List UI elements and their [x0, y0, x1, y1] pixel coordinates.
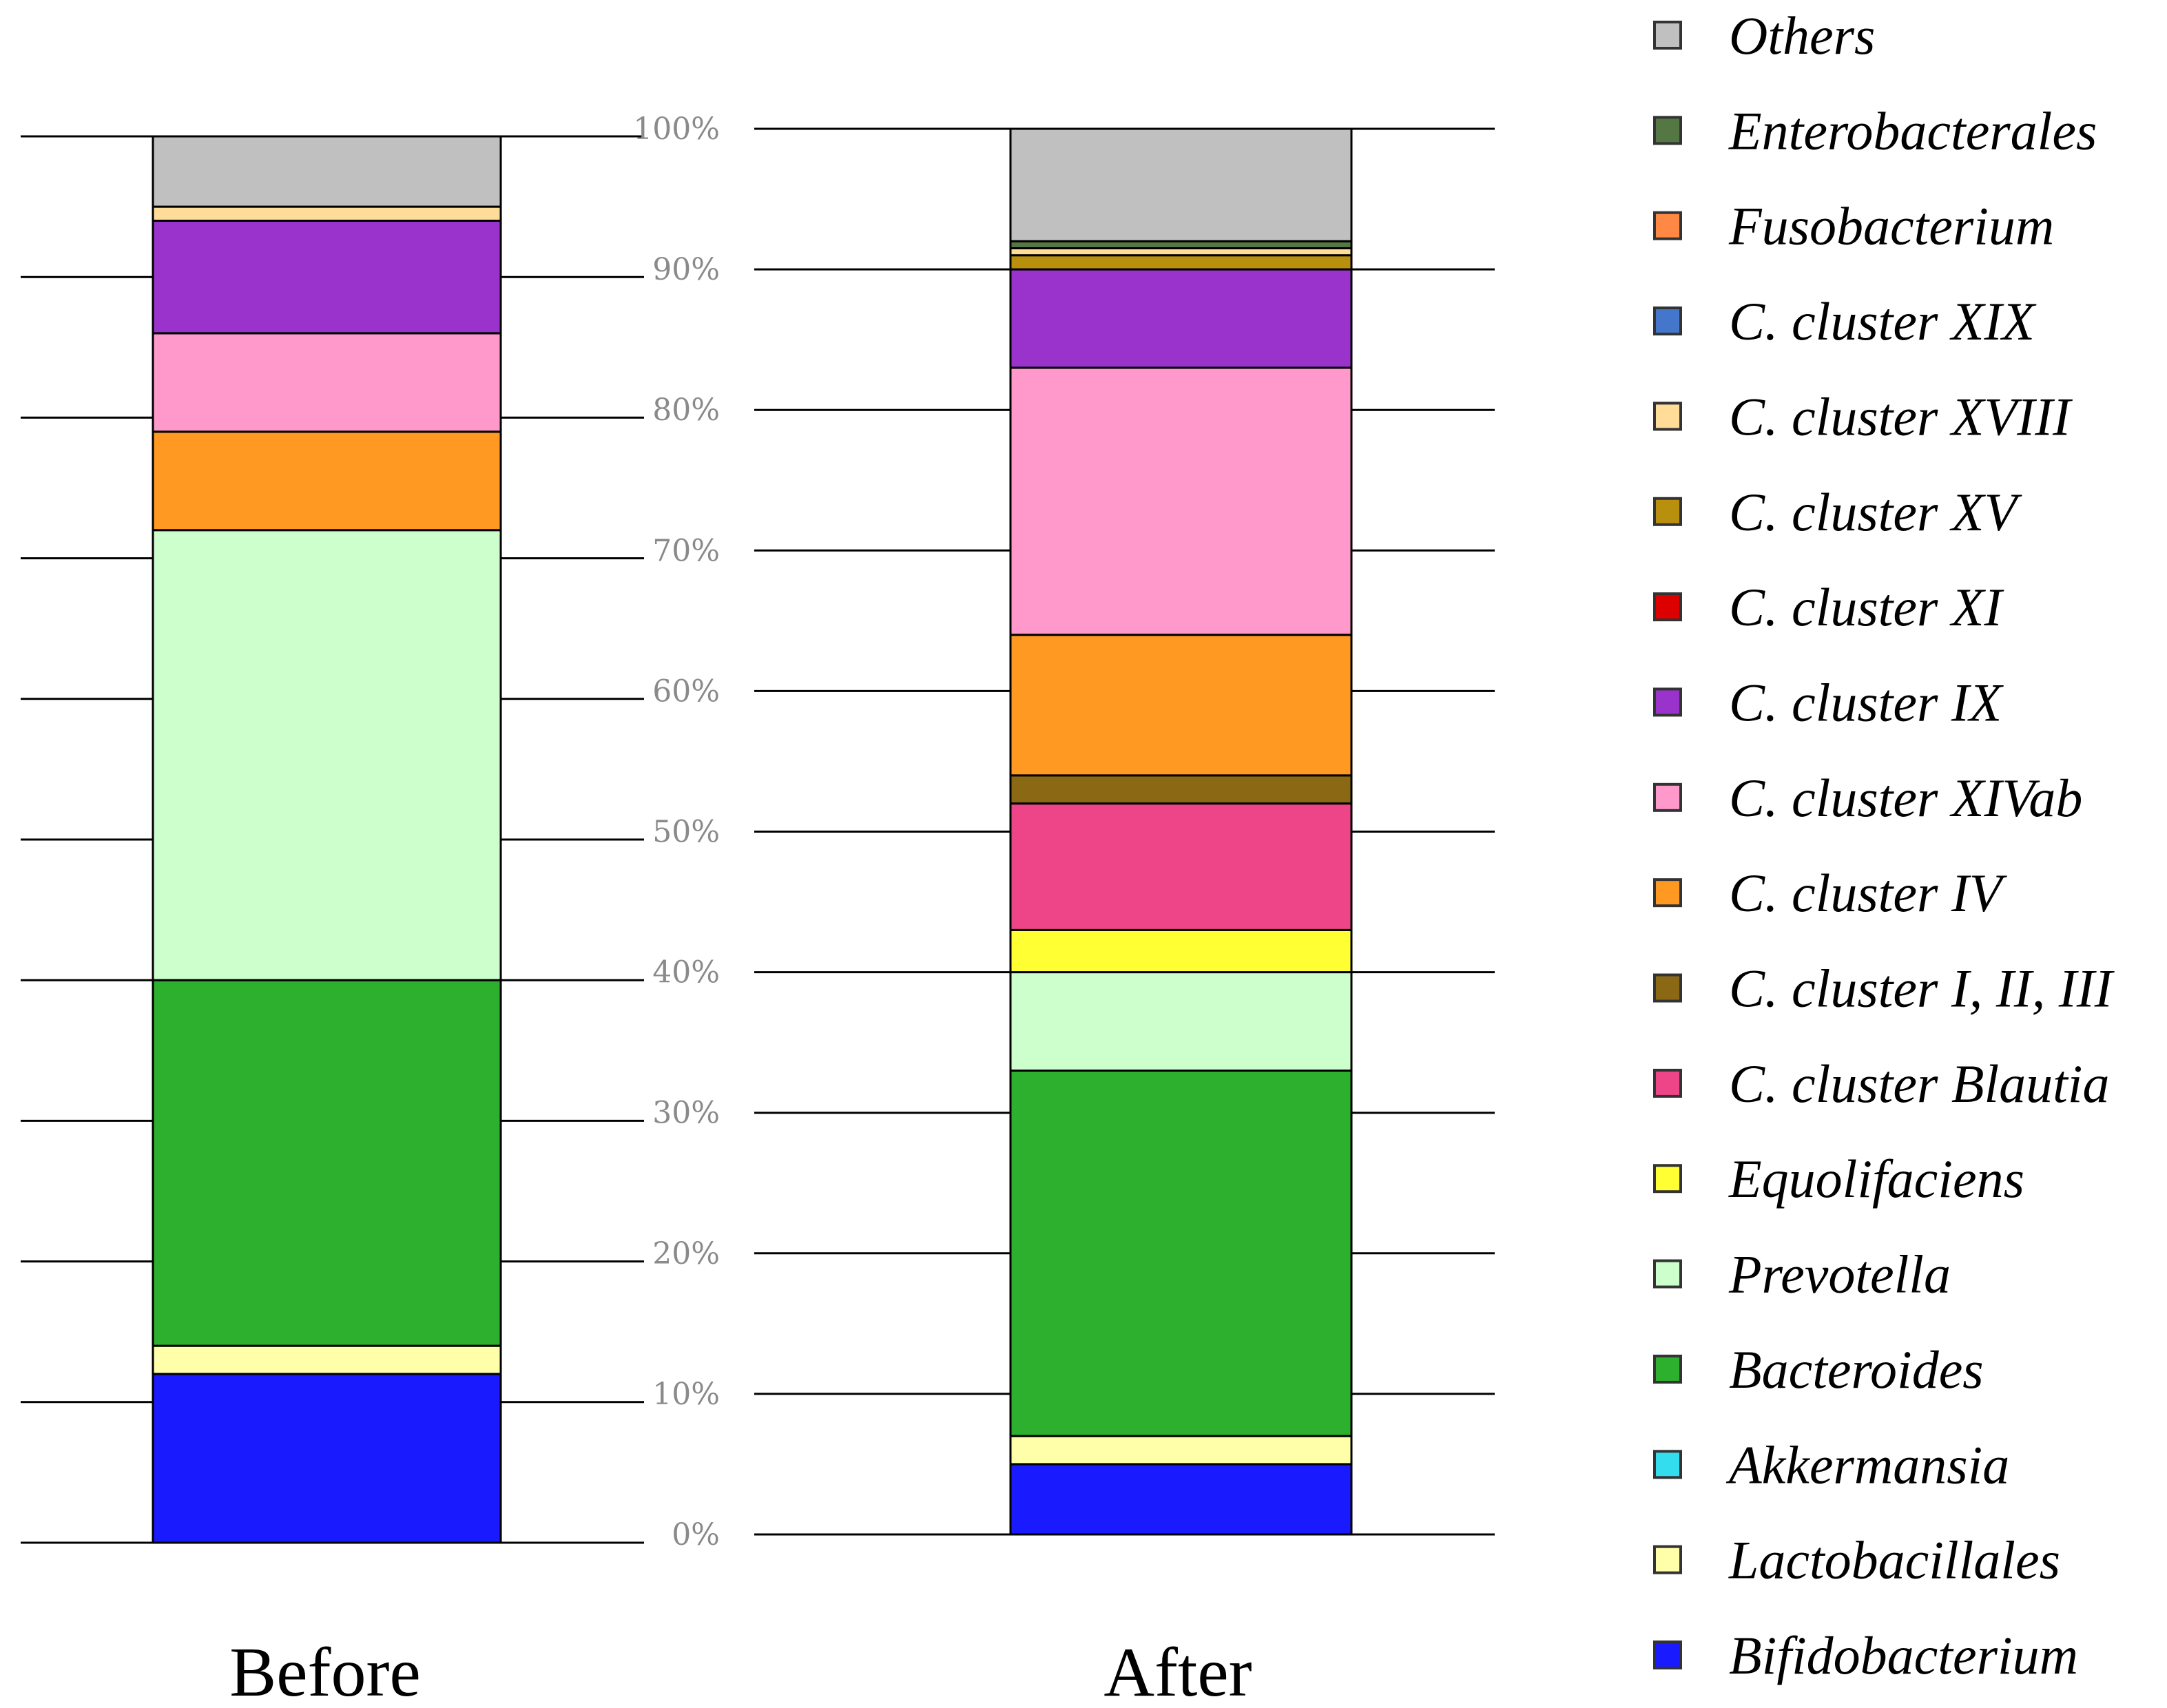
legend-label-fusobacterium: Fusobacterium	[1728, 196, 2054, 256]
legend-label-c-cluster-xv: C. cluster XV	[1729, 482, 2022, 542]
bar-segment-after-bifidobacterium	[1009, 1463, 1353, 1536]
bar-segment-after-c-cluster-xivab	[1009, 366, 1353, 636]
bar-segment-before-c-cluster-xviii	[152, 205, 502, 222]
legend-swatch-c-cluster-xix	[1653, 306, 1682, 336]
legend-label-prevotella: Prevotella	[1728, 1244, 1951, 1304]
legend-label-bifidobacterium: Bifidobacterium	[1729, 1625, 2078, 1685]
bar-segment-after-equolifaciens	[1009, 928, 1353, 974]
y-tick-label: 40%	[652, 955, 720, 990]
legend-swatch-c-cluster-xivab	[1653, 782, 1682, 812]
category-labels: Before After	[229, 1634, 1252, 1708]
legend-swatch-c-cluster-xviii	[1653, 402, 1682, 431]
bar-segment-after-enterobacterales	[1009, 240, 1353, 249]
legend-swatch-c-cluster-xi	[1653, 592, 1682, 622]
legend-label-c-cluster-xix: C. cluster XIX	[1729, 291, 2037, 351]
bar-segment-after-c-cluster-xv	[1009, 254, 1353, 271]
bar-segment-before-bacteroides	[152, 979, 502, 1347]
bar-segment-before-c-cluster-iv	[152, 430, 502, 532]
category-label-after: After	[1103, 1634, 1252, 1708]
bar-segment-after-c-cluster-xviii	[1009, 247, 1353, 257]
legend-swatch-enterobacterales	[1653, 116, 1682, 145]
legend-label-c-cluster-ix: C. cluster IX	[1729, 672, 2004, 732]
bar-segment-before-lactobacillales	[152, 1344, 502, 1375]
legend-swatch-bifidobacterium	[1653, 1641, 1682, 1669]
y-tick-label: 100%	[633, 112, 720, 147]
legend-swatch-fusobacterium	[1653, 211, 1682, 240]
bar-segment-before-c-cluster-xivab	[152, 332, 502, 433]
bar-segment-after-prevotella	[1009, 971, 1353, 1072]
y-tick-label: 80%	[652, 393, 720, 428]
legend-label-c-cluster-xi: C. cluster XI	[1729, 577, 2004, 637]
legend-swatch-c-cluster-xv	[1653, 497, 1682, 526]
legend-swatch-c-cluster-blautia	[1653, 1068, 1682, 1098]
legend-label-c-cluster-blautia: C. cluster Blautia	[1729, 1054, 2109, 1114]
y-tick-label: 70%	[652, 533, 720, 568]
legend-label-c-cluster-xviii: C. cluster XVIII	[1729, 386, 2073, 446]
legend-label-lactobacillales: Lactobacillales	[1728, 1530, 2060, 1590]
category-label-before: Before	[229, 1634, 421, 1708]
legend: Others Enterobacterales Fusobacterium C. cl…	[1653, 6, 2115, 1685]
legend-label-enterobacterales: Enterobacterales	[1728, 101, 2097, 160]
y-axis-ticks: 0% 10% 20% 30% 40% 50% 60% 70% 80% 90% 100%	[633, 112, 720, 1552]
bars	[152, 127, 1353, 1544]
bar-segment-before-others	[152, 135, 502, 208]
y-tick-label: 60%	[652, 674, 720, 709]
y-tick-label: 30%	[652, 1096, 720, 1131]
bar-segment-after-bacteroides	[1009, 1069, 1353, 1437]
bar-segment-before-bifidobacterium	[152, 1373, 502, 1544]
y-tick-label: 0%	[672, 1517, 720, 1552]
legend-label-c-cluster-iv: C. cluster IV	[1729, 863, 2008, 923]
y-tick-label: 20%	[652, 1236, 720, 1271]
y-tick-label: 10%	[652, 1377, 720, 1412]
legend-swatch-prevotella	[1653, 1259, 1682, 1289]
legend-label-c-cluster-i-ii-iii: C. cluster I, II, III	[1729, 959, 2115, 1019]
legend-label-bacteroides: Bacteroides	[1729, 1340, 1984, 1399]
legend-swatch-c-cluster-i-ii-iii	[1653, 973, 1682, 1003]
y-tick-label: 50%	[652, 815, 720, 850]
bar-segment-after-c-cluster-ix	[1009, 268, 1353, 369]
bar-segment-before-c-cluster-ix	[152, 220, 502, 335]
bar-segment-after-c-cluster-iv	[1009, 634, 1353, 777]
legend-swatch-c-cluster-ix	[1653, 687, 1682, 717]
legend-label-others: Others	[1729, 6, 1875, 65]
legend-label-equolifaciens: Equolifaciens	[1728, 1149, 2024, 1209]
legend-swatch-others	[1653, 21, 1682, 50]
legend-label-akkermansia: Akkermansia	[1725, 1435, 2009, 1494]
bar-segment-after-c-cluster-i-ii-iii	[1009, 774, 1353, 805]
legend-swatch-lactobacillales	[1653, 1545, 1682, 1574]
legend-label-c-cluster-xivab: C. cluster XIVab	[1729, 768, 2082, 828]
bar-segment-before-prevotella	[152, 529, 502, 981]
bar-segment-after-lactobacillales	[1009, 1435, 1353, 1466]
legend-swatch-equolifaciens	[1653, 1164, 1682, 1194]
bar-segment-after-others	[1009, 127, 1353, 242]
legend-swatch-c-cluster-iv	[1653, 878, 1682, 908]
y-tick-label: 90%	[652, 252, 720, 287]
legend-swatch-akkermansia	[1653, 1450, 1682, 1479]
bar-segment-after-c-cluster-blautia	[1009, 802, 1353, 931]
legend-swatch-bacteroides	[1653, 1354, 1682, 1384]
